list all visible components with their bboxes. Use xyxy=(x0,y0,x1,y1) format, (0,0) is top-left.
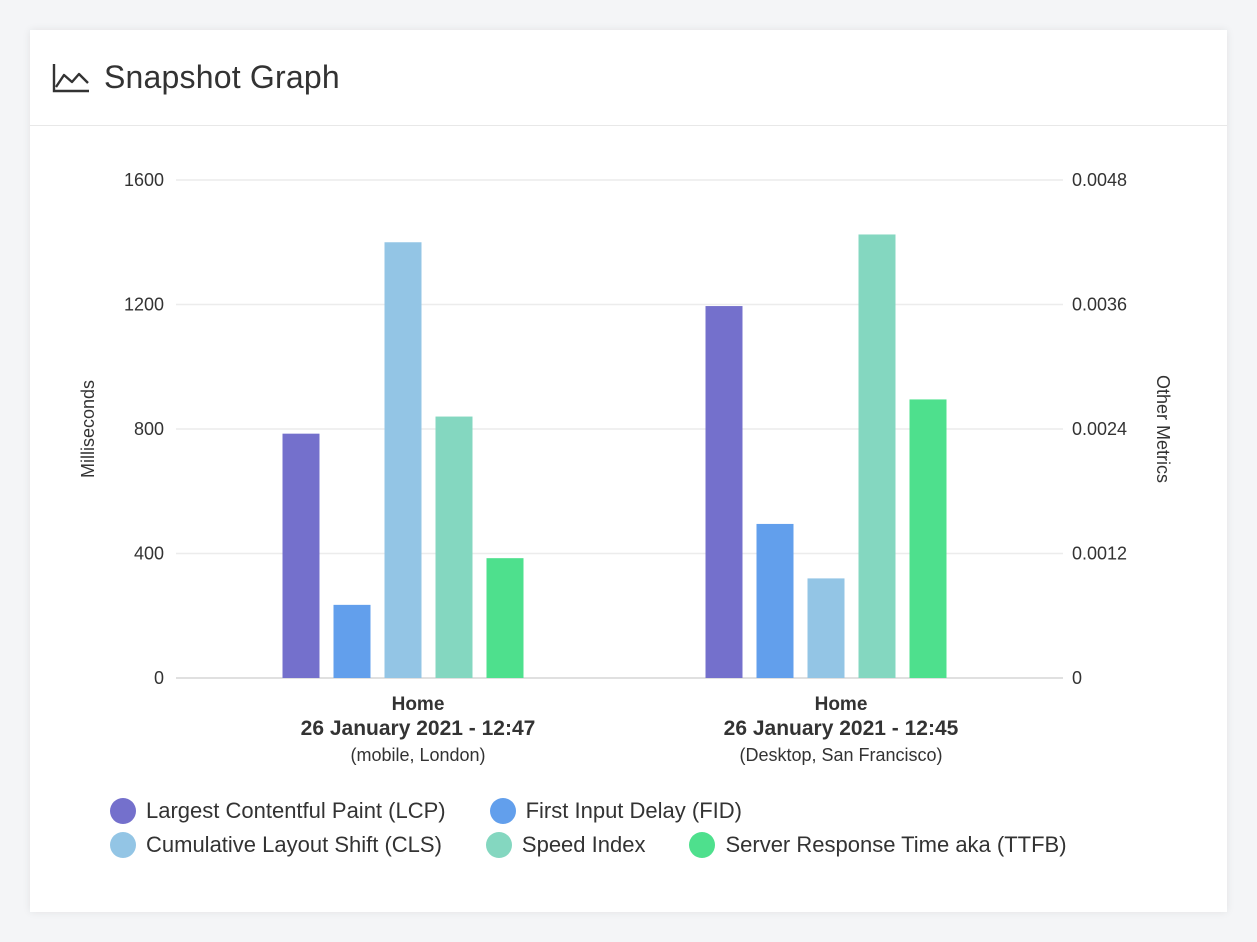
legend-label: Largest Contentful Paint (LCP) xyxy=(146,798,446,823)
area-chart-icon xyxy=(52,63,89,92)
bar xyxy=(282,433,320,678)
y2-tick-label: 0.0024 xyxy=(1072,419,1127,439)
legend-item[interactable]: Speed Index xyxy=(485,832,646,858)
bar-chart: 0 400 800 1200 1600 0 0.0012 0.0024 0.0036 0.0048… xyxy=(78,170,1173,765)
legend-row: Cumulative Layout Shift (CLS) Speed Index… xyxy=(110,828,1190,862)
y2-axis-title: Other Metrics xyxy=(1153,375,1173,483)
bar xyxy=(807,578,845,678)
y-axis-title: Milliseconds xyxy=(78,380,98,478)
category-date: 26 January 2021 - 12:45 xyxy=(724,717,959,740)
y2-tick-label: 0.0048 xyxy=(1072,170,1127,190)
legend-swatch xyxy=(485,832,512,858)
snapshot-graph-card: Snapshot Graph 0 400 800 1200 1600 0 0.0012 0.0… xyxy=(30,30,1227,912)
bar xyxy=(486,558,524,678)
legend-label: First Input Delay (FID) xyxy=(525,798,742,823)
legend-row: Largest Contentful Paint (LCP) First Inpu… xyxy=(110,794,1190,828)
category-subtitle: (Desktop, San Francisco) xyxy=(739,745,942,765)
bar xyxy=(858,234,896,678)
legend-item[interactable]: Largest Contentful Paint (LCP) xyxy=(110,798,446,824)
legend-swatch xyxy=(110,798,136,824)
y2-tick-label: 0.0012 xyxy=(1072,544,1127,564)
y-tick-label: 1200 xyxy=(124,295,164,315)
legend-swatch xyxy=(689,832,716,858)
page-title: Snapshot Graph xyxy=(104,59,340,95)
legend-item[interactable]: Cumulative Layout Shift (CLS) xyxy=(110,832,442,858)
legend-item[interactable]: First Input Delay (FID) xyxy=(489,798,742,824)
bar xyxy=(756,523,794,678)
y-tick-label: 400 xyxy=(134,544,164,564)
category-name: Home xyxy=(392,694,445,715)
y-tick-label: 800 xyxy=(134,419,164,439)
legend-swatch xyxy=(489,798,516,824)
category-date: 26 January 2021 - 12:47 xyxy=(301,717,536,740)
bar xyxy=(333,604,371,678)
bar xyxy=(435,416,473,678)
legend-label: Cumulative Layout Shift (CLS) xyxy=(146,832,442,857)
chart-legend: Largest Contentful Paint (LCP) First Inpu… xyxy=(110,794,1190,862)
category-name: Home xyxy=(815,694,868,715)
y-tick-label: 0 xyxy=(154,668,164,688)
legend-swatch xyxy=(110,832,136,858)
bar xyxy=(909,399,947,678)
legend-label: Server Response Time aka (TTFB) xyxy=(725,832,1067,857)
legend-label: Speed Index xyxy=(521,832,646,857)
y2-tick-label: 0.0036 xyxy=(1072,295,1127,315)
category-subtitle: (mobile, London) xyxy=(350,745,485,765)
bar xyxy=(705,306,743,678)
y-tick-label: 1600 xyxy=(124,170,164,190)
y2-tick-label: 0 xyxy=(1072,668,1082,688)
legend-item[interactable]: Server Response Time aka (TTFB) xyxy=(689,832,1067,858)
bar xyxy=(384,242,422,678)
card-header: Snapshot Graph xyxy=(30,30,1227,126)
